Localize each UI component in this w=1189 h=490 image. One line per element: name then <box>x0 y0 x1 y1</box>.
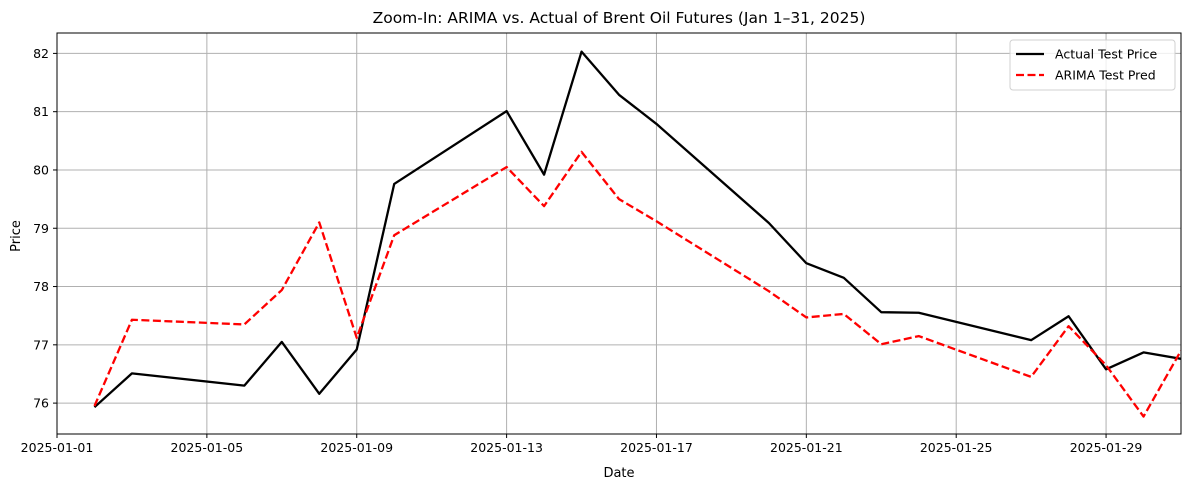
x-tick-label: 2025-01-13 <box>470 440 543 455</box>
series-lines <box>93 50 1181 418</box>
series-line-arima <box>93 150 1181 418</box>
x-tick-label: 2025-01-29 <box>1070 440 1143 455</box>
legend-label: Actual Test Price <box>1055 47 1158 62</box>
legend-box <box>1009 39 1176 91</box>
series-line-actual <box>93 50 1181 409</box>
x-tick-label: 2025-01-17 <box>620 440 693 455</box>
x-tick-label: 2025-01-21 <box>770 440 843 455</box>
y-tick-label: 79 <box>33 221 49 236</box>
legend: Actual Test Price ARIMA Test Pred <box>1009 39 1176 91</box>
y-tick-label: 76 <box>33 396 49 411</box>
x-tick-label: 2025-01-25 <box>920 440 993 455</box>
x-tick-label: 2025-01-01 <box>21 440 94 455</box>
grid <box>56 33 1181 434</box>
y-tick-label: 81 <box>33 104 49 119</box>
y-tick-label: 82 <box>33 46 49 61</box>
y-tick-label: 77 <box>33 337 49 352</box>
y-tick-label: 80 <box>33 162 49 177</box>
x-tick-label: 2025-01-09 <box>320 440 393 455</box>
y-tick-label: 78 <box>33 279 49 294</box>
x-tick-label: 2025-01-05 <box>171 440 244 455</box>
chart-title: Zoom-In: ARIMA vs. Actual of Brent Oil F… <box>373 9 866 27</box>
legend-label: ARIMA Test Pred <box>1055 68 1156 83</box>
x-axis-label: Date <box>603 466 634 481</box>
plot-frame <box>56 32 1182 435</box>
y-axis: 76 77 78 79 80 81 82 <box>33 46 57 411</box>
x-axis: 2025-01-01 2025-01-05 2025-01-09 2025-01-13… <box>21 434 1143 455</box>
y-axis-label: Price <box>9 220 24 252</box>
